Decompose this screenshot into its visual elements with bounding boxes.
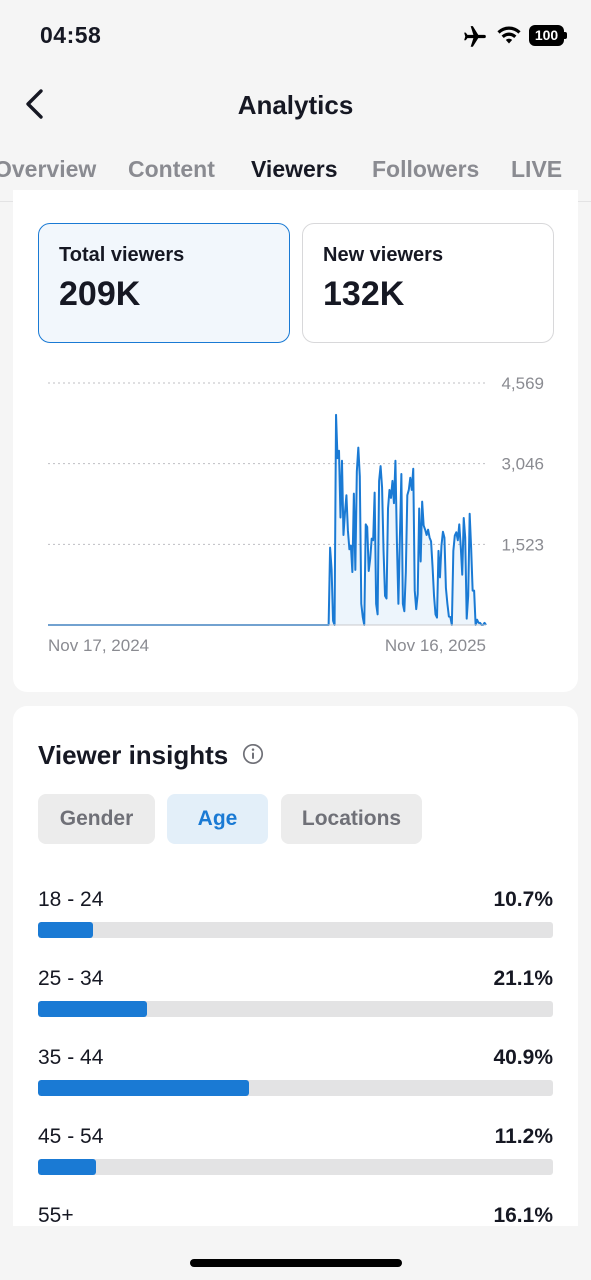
age-bar-track bbox=[38, 1080, 553, 1096]
age-bar-track bbox=[38, 922, 553, 938]
viewer-insights-title: Viewer insights bbox=[38, 740, 229, 770]
age-bar-fill bbox=[38, 1159, 96, 1175]
age-bar-track bbox=[38, 1001, 553, 1017]
chart-area bbox=[48, 414, 486, 625]
tab-viewers[interactable]: Viewers bbox=[251, 156, 338, 182]
y-tick-label: 1,523 bbox=[501, 535, 544, 554]
wifi-icon bbox=[497, 26, 521, 44]
new-viewers-card[interactable]: New viewers 132K bbox=[302, 223, 554, 343]
tab-overview[interactable]: Overview bbox=[0, 156, 97, 182]
info-icon[interactable] bbox=[242, 743, 264, 765]
age-percentage: 21.1% bbox=[493, 967, 553, 990]
viewers-chart-card: Total viewers 209K New viewers 132K 4,56… bbox=[13, 190, 578, 692]
age-bar-fill bbox=[38, 922, 94, 938]
new-viewers-value: 132K bbox=[323, 275, 405, 313]
tab-live[interactable]: LIVE bbox=[511, 156, 563, 182]
segment-age[interactable]: Age bbox=[167, 794, 268, 844]
age-label: 55+ bbox=[38, 1204, 74, 1227]
age-label: 45 - 54 bbox=[38, 1125, 104, 1148]
y-tick-label: 4,569 bbox=[501, 374, 544, 393]
new-viewers-label: New viewers bbox=[323, 244, 444, 266]
total-viewers-value: 209K bbox=[59, 275, 141, 313]
age-percentage: 16.1% bbox=[493, 1204, 553, 1227]
age-percentage: 40.9% bbox=[493, 1046, 553, 1069]
airplane-icon bbox=[464, 26, 486, 47]
age-label: 25 - 34 bbox=[38, 967, 104, 990]
chevron-left-icon[interactable] bbox=[20, 87, 50, 121]
age-bar-fill bbox=[38, 1080, 249, 1096]
total-viewers-label: Total viewers bbox=[59, 244, 185, 266]
x-start-label: Nov 17, 2024 bbox=[48, 636, 149, 655]
segment-locations[interactable]: Locations bbox=[281, 794, 422, 844]
x-end-label: Nov 16, 2025 bbox=[385, 636, 486, 655]
total-viewers-card[interactable]: Total viewers 209K bbox=[38, 223, 290, 343]
age-bar-track bbox=[38, 1159, 553, 1175]
battery-level: 100 bbox=[529, 25, 564, 46]
home-indicator[interactable] bbox=[190, 1259, 402, 1267]
age-bar-fill bbox=[38, 1001, 147, 1017]
age-percentage: 10.7% bbox=[493, 888, 553, 911]
nav-header: Analytics bbox=[0, 72, 591, 138]
y-tick-label: 3,046 bbox=[501, 455, 544, 474]
viewers-line-chart[interactable]: 4,569 3,046 1,523 Nov 17, 2024 Nov 16, 202… bbox=[13, 370, 578, 660]
page-title: Analytics bbox=[237, 90, 354, 120]
status-time: 04:58 bbox=[40, 22, 102, 48]
tab-content[interactable]: Content bbox=[128, 156, 215, 182]
tab-followers[interactable]: Followers bbox=[372, 156, 480, 182]
age-label: 35 - 44 bbox=[38, 1046, 104, 1069]
status-bar: 04:58 100 bbox=[0, 0, 591, 72]
segment-gender[interactable]: Gender bbox=[38, 794, 155, 844]
viewer-insights-card: Viewer insights Gender Age Locations 18 … bbox=[13, 706, 578, 1227]
battery-cap bbox=[564, 32, 567, 39]
age-percentage: 11.2% bbox=[494, 1125, 553, 1148]
battery-indicator: 100 bbox=[529, 25, 567, 46]
age-label: 18 - 24 bbox=[38, 888, 104, 911]
